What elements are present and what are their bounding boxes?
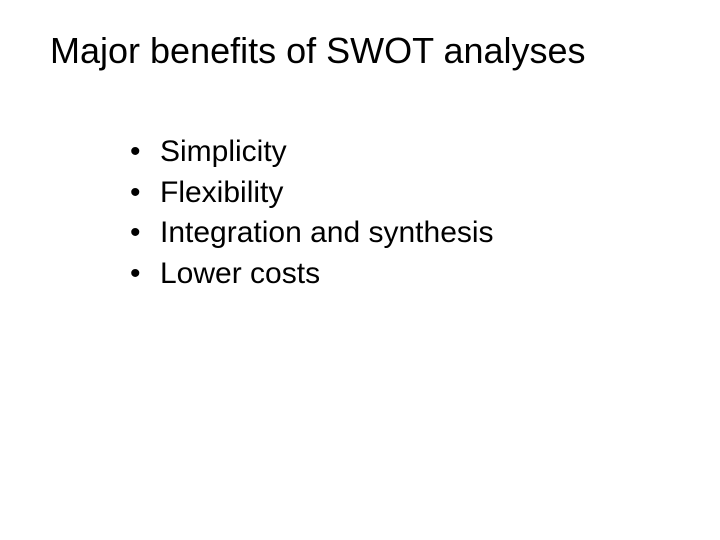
bullet-list: Simplicity Flexibility Integration and s…	[130, 132, 680, 294]
list-item: Flexibility	[130, 173, 680, 214]
list-item: Integration and synthesis	[130, 213, 680, 254]
list-item: Simplicity	[130, 132, 680, 173]
slide-title: Major benefits of SWOT analyses	[50, 30, 680, 72]
list-item: Lower costs	[130, 254, 680, 295]
slide-container: Major benefits of SWOT analyses Simplici…	[0, 0, 720, 540]
